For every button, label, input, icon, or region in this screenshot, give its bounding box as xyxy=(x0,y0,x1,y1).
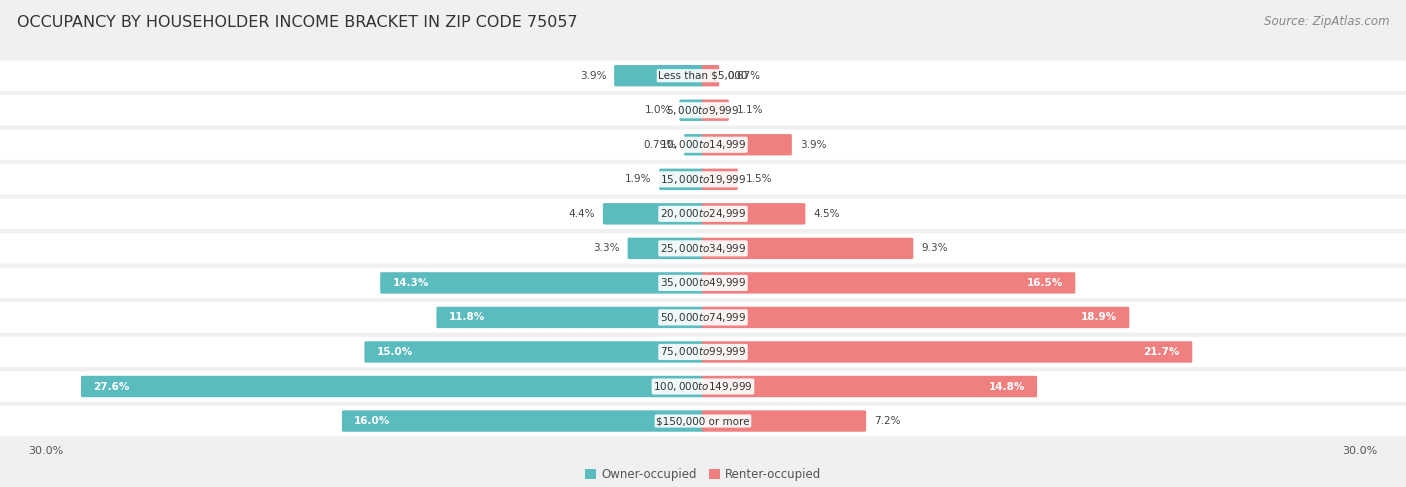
FancyBboxPatch shape xyxy=(0,337,1406,367)
FancyBboxPatch shape xyxy=(702,238,914,259)
Text: 0.67%: 0.67% xyxy=(727,71,761,81)
Text: $5,000 to $9,999: $5,000 to $9,999 xyxy=(666,104,740,117)
FancyBboxPatch shape xyxy=(702,169,738,190)
Text: 30.0%: 30.0% xyxy=(28,446,63,456)
Text: 18.9%: 18.9% xyxy=(1081,313,1116,322)
FancyBboxPatch shape xyxy=(0,406,1406,436)
Text: OCCUPANCY BY HOUSEHOLDER INCOME BRACKET IN ZIP CODE 75057: OCCUPANCY BY HOUSEHOLDER INCOME BRACKET … xyxy=(17,15,578,30)
Text: 9.3%: 9.3% xyxy=(921,244,948,253)
Text: 16.5%: 16.5% xyxy=(1026,278,1063,288)
FancyBboxPatch shape xyxy=(702,134,792,155)
FancyBboxPatch shape xyxy=(342,411,704,432)
FancyBboxPatch shape xyxy=(0,302,1406,333)
FancyBboxPatch shape xyxy=(0,164,1406,194)
Text: 3.9%: 3.9% xyxy=(579,71,606,81)
Text: $25,000 to $34,999: $25,000 to $34,999 xyxy=(659,242,747,255)
Text: 14.3%: 14.3% xyxy=(392,278,429,288)
FancyBboxPatch shape xyxy=(679,99,704,121)
FancyBboxPatch shape xyxy=(603,203,704,225)
Text: 0.79%: 0.79% xyxy=(643,140,676,150)
FancyBboxPatch shape xyxy=(702,307,1129,328)
Text: $75,000 to $99,999: $75,000 to $99,999 xyxy=(659,345,747,358)
FancyBboxPatch shape xyxy=(702,65,720,86)
FancyBboxPatch shape xyxy=(0,199,1406,229)
FancyBboxPatch shape xyxy=(380,272,704,294)
FancyBboxPatch shape xyxy=(702,203,806,225)
FancyBboxPatch shape xyxy=(685,134,704,155)
Text: 1.9%: 1.9% xyxy=(624,174,651,184)
Text: $15,000 to $19,999: $15,000 to $19,999 xyxy=(659,173,747,186)
Text: 1.1%: 1.1% xyxy=(737,105,763,115)
Text: 21.7%: 21.7% xyxy=(1143,347,1180,357)
Text: 14.8%: 14.8% xyxy=(988,381,1025,392)
Text: $10,000 to $14,999: $10,000 to $14,999 xyxy=(659,138,747,151)
Text: 1.0%: 1.0% xyxy=(645,105,672,115)
FancyBboxPatch shape xyxy=(627,238,704,259)
Text: 1.5%: 1.5% xyxy=(745,174,772,184)
FancyBboxPatch shape xyxy=(0,371,1406,402)
Text: 27.6%: 27.6% xyxy=(93,381,129,392)
Text: Less than $5,000: Less than $5,000 xyxy=(658,71,748,81)
FancyBboxPatch shape xyxy=(0,233,1406,263)
Text: $100,000 to $149,999: $100,000 to $149,999 xyxy=(654,380,752,393)
FancyBboxPatch shape xyxy=(659,169,704,190)
Text: $50,000 to $74,999: $50,000 to $74,999 xyxy=(659,311,747,324)
FancyBboxPatch shape xyxy=(702,376,1038,397)
FancyBboxPatch shape xyxy=(614,65,704,86)
FancyBboxPatch shape xyxy=(0,268,1406,298)
FancyBboxPatch shape xyxy=(702,411,866,432)
Text: 4.4%: 4.4% xyxy=(568,209,595,219)
Text: $35,000 to $49,999: $35,000 to $49,999 xyxy=(659,277,747,289)
FancyBboxPatch shape xyxy=(0,130,1406,160)
FancyBboxPatch shape xyxy=(0,95,1406,126)
FancyBboxPatch shape xyxy=(702,99,728,121)
FancyBboxPatch shape xyxy=(702,341,1192,363)
Text: 7.2%: 7.2% xyxy=(875,416,900,426)
FancyBboxPatch shape xyxy=(436,307,704,328)
Legend: Owner-occupied, Renter-occupied: Owner-occupied, Renter-occupied xyxy=(579,463,827,486)
Text: 3.3%: 3.3% xyxy=(593,244,620,253)
Text: 4.5%: 4.5% xyxy=(813,209,839,219)
FancyBboxPatch shape xyxy=(82,376,704,397)
Text: Source: ZipAtlas.com: Source: ZipAtlas.com xyxy=(1264,15,1389,28)
FancyBboxPatch shape xyxy=(702,272,1076,294)
FancyBboxPatch shape xyxy=(0,60,1406,91)
Text: 16.0%: 16.0% xyxy=(354,416,391,426)
FancyBboxPatch shape xyxy=(364,341,704,363)
Text: 11.8%: 11.8% xyxy=(449,313,485,322)
Text: 3.9%: 3.9% xyxy=(800,140,827,150)
Text: $150,000 or more: $150,000 or more xyxy=(657,416,749,426)
Text: 15.0%: 15.0% xyxy=(377,347,413,357)
Text: 30.0%: 30.0% xyxy=(1343,446,1378,456)
Text: $20,000 to $24,999: $20,000 to $24,999 xyxy=(659,207,747,220)
